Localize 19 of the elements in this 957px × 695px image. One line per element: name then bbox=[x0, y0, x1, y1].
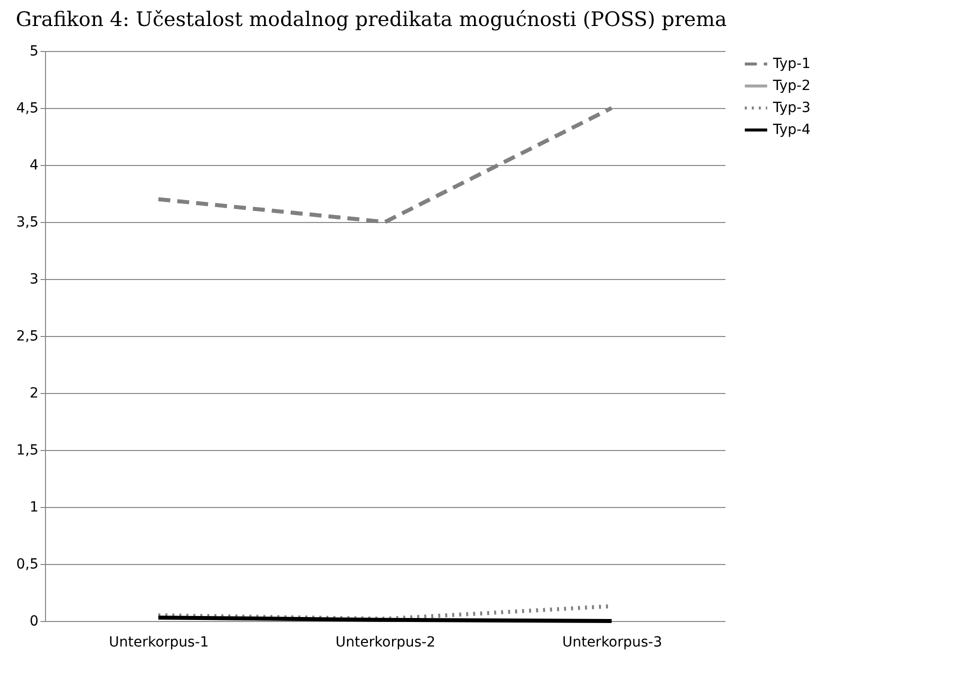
y-tick-label: 0 bbox=[30, 614, 38, 630]
y-tick-label: 3 bbox=[30, 272, 38, 288]
y-tick-label: 2 bbox=[30, 386, 38, 402]
legend-label: Typ-3 bbox=[772, 100, 811, 116]
y-tick-label: 1 bbox=[30, 500, 38, 516]
x-tick-label: Unterkorpus-1 bbox=[108, 634, 209, 650]
y-tick-label: 2,5 bbox=[16, 328, 38, 344]
legend-label: Typ-4 bbox=[772, 122, 811, 138]
legend-label: Typ-2 bbox=[772, 78, 811, 94]
x-tick-label: Unterkorpus-2 bbox=[336, 634, 436, 650]
legend-label: Typ-1 bbox=[772, 56, 811, 72]
y-tick-label: 3,5 bbox=[16, 214, 38, 230]
y-tick-label: 4 bbox=[30, 158, 39, 174]
x-tick-label: Unterkorpus-3 bbox=[562, 634, 662, 650]
y-tick-label: 1,5 bbox=[16, 442, 38, 458]
chart-title: Grafikon 4: Učestalost modalnog predikata mogućnosti (POSS) prema bbox=[16, 7, 727, 31]
y-tick-label: 0,5 bbox=[16, 556, 38, 572]
y-tick-label: 4,5 bbox=[16, 100, 38, 116]
y-tick-label: 5 bbox=[30, 44, 38, 60]
